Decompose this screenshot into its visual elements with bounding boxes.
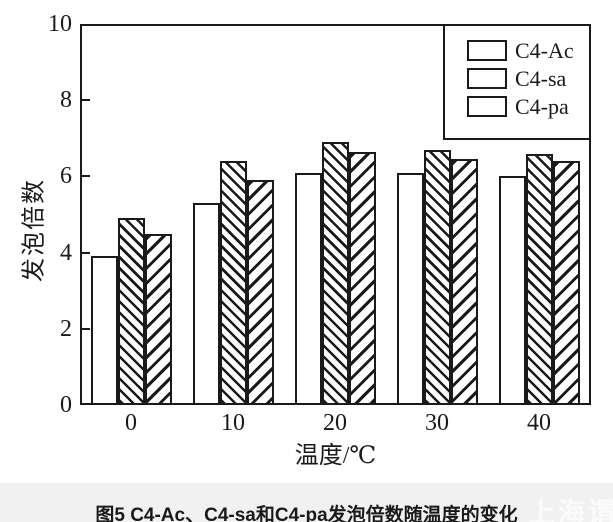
y-tick-label-10: 10 bbox=[48, 11, 72, 37]
x-tick-label-30: 30 bbox=[425, 410, 449, 436]
x-tick-label-10: 10 bbox=[221, 410, 245, 436]
bar-C4-sa-10 bbox=[219, 161, 247, 405]
legend-swatch-none-icon bbox=[467, 40, 507, 61]
bar-C4-sa-30 bbox=[423, 150, 451, 405]
x-tick-label-0: 0 bbox=[125, 410, 137, 436]
y-tick-label-4: 4 bbox=[60, 239, 72, 266]
bar-C4-pa-10 bbox=[246, 180, 274, 405]
legend-label: C4-sa bbox=[515, 66, 567, 91]
y-axis-title: 发泡倍数 bbox=[21, 178, 48, 282]
legend-swatch-slash-icon bbox=[467, 96, 507, 117]
legend-label: C4-pa bbox=[515, 94, 569, 119]
y-tick-label-8: 8 bbox=[60, 87, 72, 114]
legend: C4-Ac C4-sa C4-pa bbox=[443, 24, 591, 140]
bar-C4-Ac-10 bbox=[192, 203, 220, 405]
y-tick-6 bbox=[82, 175, 90, 178]
legend-item-C4-sa: C4-sa bbox=[467, 66, 589, 91]
y-tick-label-2: 2 bbox=[60, 315, 72, 342]
legend-item-C4-Ac: C4-Ac bbox=[467, 38, 589, 63]
bar-C4-sa-0 bbox=[117, 218, 145, 405]
x-tick-label-20: 20 bbox=[323, 410, 347, 436]
bar-C4-sa-40 bbox=[525, 154, 553, 405]
bar-C4-Ac-20 bbox=[294, 173, 322, 405]
bar-C4-pa-40 bbox=[552, 161, 580, 405]
bar-C4-pa-0 bbox=[144, 234, 172, 405]
bar-C4-pa-20 bbox=[348, 152, 376, 405]
legend-item-C4-pa: C4-pa bbox=[467, 94, 589, 119]
bar-C4-Ac-0 bbox=[90, 256, 118, 405]
caption-strip: 上海谓 图5 C4-Ac、C4-sa和C4-pa发泡倍数随温度的变化 bbox=[0, 483, 613, 522]
y-tick-label-6: 6 bbox=[60, 163, 72, 190]
y-tick-8 bbox=[82, 99, 90, 102]
y-tick-4 bbox=[82, 251, 90, 254]
x-axis-title: 温度/℃ bbox=[294, 443, 377, 469]
watermark-text: 上海谓 bbox=[528, 498, 613, 522]
x-tick-label-40: 40 bbox=[527, 410, 551, 436]
legend-label: C4-Ac bbox=[515, 38, 574, 63]
bar-C4-Ac-30 bbox=[396, 173, 424, 405]
legend-swatch-backslash-icon bbox=[467, 68, 507, 89]
y-tick-2 bbox=[82, 327, 90, 330]
figure-caption: 图5 C4-Ac、C4-sa和C4-pa发泡倍数随温度的变化 bbox=[95, 505, 518, 522]
bar-C4-pa-30 bbox=[450, 159, 478, 405]
bar-C4-sa-20 bbox=[321, 142, 349, 405]
bar-C4-Ac-40 bbox=[498, 176, 526, 405]
y-tick-label-0: 0 bbox=[60, 392, 72, 418]
